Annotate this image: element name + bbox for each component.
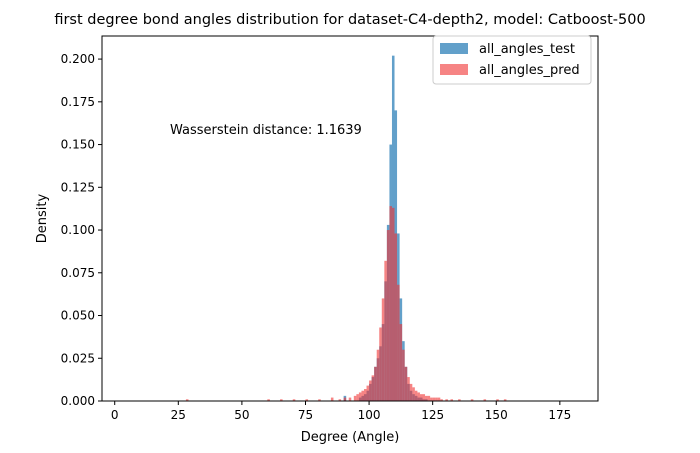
pred-histogram-bar — [402, 349, 405, 401]
pred-histogram-bar — [445, 399, 448, 401]
y-tick-label: 0.125 — [61, 180, 95, 194]
x-axis-label: Degree (Angle) — [301, 430, 400, 445]
y-axis-label: Density — [35, 193, 50, 243]
x-tick-label: 100 — [358, 408, 381, 422]
pred-histogram-bar — [384, 260, 387, 401]
pred-histogram-bar — [348, 397, 352, 401]
pred-histogram-bar — [419, 394, 423, 401]
pred-histogram-bar — [376, 349, 380, 401]
pred-histogram-bar — [414, 390, 418, 401]
pred-histogram-bar — [371, 375, 375, 401]
pred-histogram-bar — [425, 395, 428, 401]
pred-histogram-bar — [432, 397, 436, 401]
pred-histogram-bar — [363, 389, 367, 401]
pred-histogram-bar — [185, 399, 189, 401]
pred-histogram-bar — [374, 366, 377, 401]
pred-histogram-bar — [389, 206, 392, 401]
legend: all_angles_test all_angles_pred — [432, 35, 592, 85]
pred-histogram-bar — [358, 392, 362, 401]
pred-histogram-bar — [379, 327, 382, 401]
pred-histogram-bar — [450, 399, 454, 401]
pred-histogram-bar — [280, 399, 283, 401]
x-tick-label: 50 — [234, 408, 249, 422]
pred-histogram-bar — [305, 399, 309, 401]
pred-histogram-bar — [404, 366, 408, 401]
pred-histogram-bar — [330, 397, 334, 401]
pred-histogram-bar — [440, 399, 443, 401]
y-tick-label: 0.050 — [61, 309, 95, 323]
pred-histogram-bar — [318, 399, 321, 401]
legend-frame — [432, 35, 592, 85]
legend-swatch-pred — [440, 64, 468, 75]
pred-histogram-bar — [366, 385, 370, 401]
pred-histogram-bar — [399, 324, 403, 401]
pred-histogram-bar — [338, 399, 342, 401]
pred-histogram-bar — [496, 399, 499, 401]
y-axis: 0.000 0.025 0.050 0.075 0.100 0.125 0.150 0.175… — [61, 52, 102, 408]
pred-histogram-bar — [267, 399, 270, 401]
pred-histogram-bar — [292, 399, 296, 401]
legend-label-pred: all_angles_pred — [479, 63, 580, 78]
y-tick-label: 0.075 — [61, 266, 95, 280]
y-tick-label: 0.100 — [61, 223, 95, 237]
y-tick-label: 0.150 — [61, 138, 95, 152]
pred-histogram-bar — [409, 383, 413, 401]
pred-histogram-bar — [483, 399, 487, 401]
x-tick-label: 175 — [548, 408, 571, 422]
legend-swatch-test — [440, 43, 468, 54]
pred-histogram-bar — [503, 399, 507, 401]
x-tick-label: 150 — [485, 408, 508, 422]
pred-histogram-bar — [407, 377, 410, 401]
pred-histogram-bar — [435, 397, 438, 401]
bars-layer — [185, 55, 507, 402]
pred-histogram-bar — [381, 298, 385, 401]
pred-histogram-bar — [394, 233, 398, 401]
pred-histogram-bar — [397, 284, 400, 401]
pred-histogram-bar — [412, 387, 415, 401]
x-tick-label: 25 — [171, 408, 186, 422]
y-tick-label: 0.175 — [61, 95, 95, 109]
pred-histogram-bar — [427, 395, 431, 401]
pred-histogram-bar — [353, 395, 357, 401]
pred-histogram-bar — [386, 230, 390, 401]
x-tick-label: 0 — [111, 408, 119, 422]
pred-histogram-bar — [422, 394, 426, 401]
x-axis: 0 25 50 75 100 125 150 175 — [111, 401, 571, 422]
y-tick-label: 0.025 — [61, 351, 95, 365]
pred-histogram-bar — [369, 380, 372, 401]
pred-histogram-bar — [343, 397, 347, 401]
x-tick-label: 75 — [298, 408, 313, 422]
pred-histogram-bar — [430, 397, 433, 401]
pred-histogram-bar — [356, 394, 359, 401]
x-tick-label: 125 — [421, 408, 444, 422]
pred-histogram-bar — [417, 392, 420, 401]
legend-label-test: all_angles_test — [479, 42, 575, 57]
y-tick-label: 0.000 — [61, 394, 95, 408]
pred-histogram-bar — [361, 390, 364, 401]
pred-histogram-bar — [437, 397, 441, 401]
pred-histogram-bar — [470, 399, 474, 401]
plot-frame — [101, 35, 599, 402]
y-tick-label: 0.200 — [61, 52, 95, 66]
wasserstein-annotation: Wasserstein distance: 1.1639 — [170, 123, 362, 138]
pred-histogram-bar — [391, 207, 395, 401]
chart-title: first degree bond angles distribution fo… — [54, 12, 645, 28]
pred-histogram-bar — [458, 399, 461, 401]
